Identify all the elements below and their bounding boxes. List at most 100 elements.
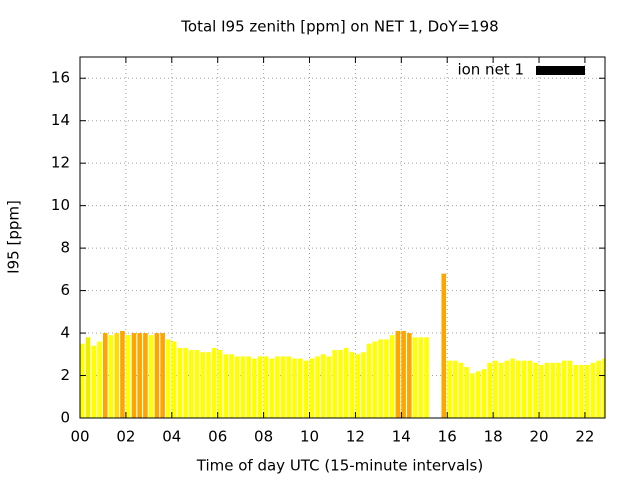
- bar: [332, 350, 338, 418]
- bar: [211, 347, 217, 418]
- x-tick-label: 04: [162, 428, 181, 446]
- x-tick-label: 10: [300, 428, 319, 446]
- bar: [269, 358, 274, 418]
- grid: [80, 57, 605, 418]
- bar: [200, 352, 206, 418]
- bar: [573, 364, 579, 418]
- bar: [91, 345, 97, 418]
- bar: [177, 347, 183, 418]
- bar: [114, 333, 120, 418]
- bar: [309, 358, 315, 418]
- bar: [349, 352, 355, 418]
- bar: [154, 333, 160, 418]
- bar: [326, 356, 332, 418]
- bar: [246, 356, 251, 418]
- chart-title: Total I95 zenith [ppm] on NET 1, DoY=198: [180, 18, 498, 36]
- bar: [280, 356, 286, 418]
- bar: [320, 354, 326, 418]
- bar: [143, 333, 148, 418]
- y-axis-label: I95 [ppm]: [5, 200, 23, 274]
- bar: [378, 339, 383, 418]
- bar: [516, 360, 521, 418]
- x-tick-label: 12: [346, 428, 365, 446]
- bars: [80, 273, 605, 418]
- bar: [315, 356, 320, 418]
- bar: [407, 333, 412, 418]
- bar: [148, 335, 154, 418]
- legend-swatch: [536, 66, 585, 75]
- bar: [257, 356, 263, 418]
- x-tick-label: 08: [254, 428, 273, 446]
- x-tick-label: 22: [575, 428, 594, 446]
- y-tick-label: 4: [60, 324, 70, 342]
- bar: [366, 343, 372, 418]
- x-tick-label: 18: [484, 428, 503, 446]
- bar: [298, 358, 303, 418]
- bar: [97, 341, 102, 418]
- bar: [171, 341, 177, 418]
- bar: [544, 362, 550, 418]
- bar: [125, 335, 131, 418]
- bar: [561, 360, 567, 418]
- x-tick-label: 14: [392, 428, 411, 446]
- bar: [160, 333, 165, 418]
- bar: [108, 335, 114, 418]
- bar: [550, 362, 556, 418]
- bar: [361, 352, 366, 418]
- x-tick-label: 06: [208, 428, 227, 446]
- y-tick-label: 0: [60, 409, 70, 427]
- bar: [194, 350, 200, 418]
- bar: [584, 364, 590, 418]
- y-tick-label: 16: [51, 69, 70, 87]
- bar: [384, 339, 389, 418]
- bar: [372, 341, 378, 418]
- bar: [166, 339, 171, 418]
- bar: [217, 350, 223, 418]
- bar: [464, 367, 470, 418]
- bar: [458, 362, 464, 418]
- bar: [85, 337, 91, 418]
- bar: [355, 354, 360, 418]
- bar: [441, 273, 447, 418]
- bar: [189, 350, 194, 418]
- bar: [498, 362, 504, 418]
- x-tick-label: 16: [438, 428, 457, 446]
- bar: [252, 358, 257, 418]
- bar: [240, 356, 246, 418]
- bar: [504, 360, 510, 418]
- bar: [303, 360, 309, 418]
- bar: [521, 360, 527, 418]
- bar: [275, 356, 280, 418]
- bar: [493, 360, 498, 418]
- y-tick-label: 14: [51, 111, 70, 129]
- bar: [424, 337, 429, 418]
- bar: [596, 360, 601, 418]
- bar: [263, 356, 269, 418]
- bar: [481, 369, 487, 418]
- bar: [401, 330, 406, 418]
- bar: [338, 350, 343, 418]
- bar: [533, 362, 538, 418]
- bar: [556, 362, 561, 418]
- bar: [452, 360, 458, 418]
- plot-frame: [79, 56, 606, 419]
- x-tick-label: 20: [529, 428, 548, 446]
- bar: [131, 333, 137, 418]
- bar: [510, 358, 515, 418]
- bar: [223, 354, 229, 418]
- bar: [602, 358, 605, 418]
- bar: [292, 358, 297, 418]
- bar: [579, 364, 584, 418]
- bar: [395, 330, 401, 418]
- y-tick-label: 8: [60, 239, 70, 257]
- bar: [183, 347, 188, 418]
- bar: [80, 343, 85, 418]
- bar: [286, 356, 292, 418]
- bar: [412, 337, 418, 418]
- bar: [229, 354, 234, 418]
- bar: [389, 335, 395, 418]
- bar: [475, 371, 481, 418]
- bar: [120, 330, 125, 418]
